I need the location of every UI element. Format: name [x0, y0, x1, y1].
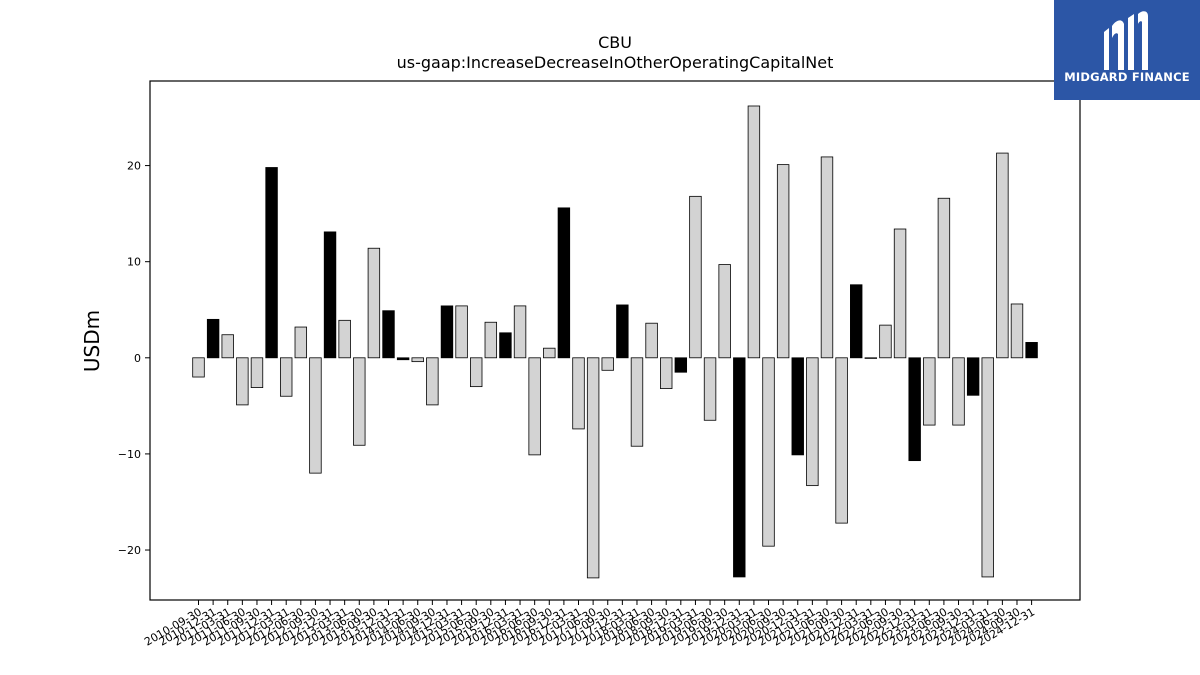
- bar: [879, 324, 892, 359]
- bar: [426, 357, 439, 406]
- bar: [338, 319, 351, 359]
- plot-area: −20−10010202010-09-302010-12-312011-03-3…: [118, 105, 1038, 649]
- bar: [718, 264, 731, 359]
- bar: [499, 332, 512, 359]
- bar: [645, 322, 658, 359]
- bar: [820, 156, 834, 359]
- bar: [265, 167, 278, 359]
- bar: [192, 357, 205, 378]
- chart-subtitle: us-gaap:IncreaseDecreaseInOtherOperating…: [397, 53, 834, 72]
- bar: [806, 357, 819, 487]
- bar: [893, 228, 907, 359]
- y-tick-label: −20: [118, 544, 141, 557]
- bar: [850, 284, 863, 359]
- bar: [382, 310, 395, 359]
- bar: [952, 357, 965, 426]
- bar: [747, 105, 761, 359]
- bar: [908, 357, 921, 462]
- bar: [513, 305, 527, 359]
- bar: [557, 207, 571, 359]
- bar: [981, 357, 994, 578]
- bar: [294, 326, 308, 359]
- bar: [469, 357, 483, 388]
- bar: [923, 357, 936, 426]
- bar: [674, 357, 688, 373]
- bar: [1010, 303, 1024, 359]
- bar: [528, 357, 541, 456]
- bar: [353, 357, 366, 446]
- bar: [411, 357, 424, 363]
- plot-frame: [149, 80, 1081, 601]
- bar: [689, 195, 702, 359]
- y-tick-label: 20: [127, 160, 141, 173]
- bar: [206, 318, 220, 359]
- bar: [630, 357, 644, 447]
- bar: [309, 357, 322, 474]
- bar: [367, 247, 381, 359]
- bar: [1025, 342, 1038, 359]
- bar: [543, 347, 556, 359]
- bar: [864, 357, 878, 359]
- chart-title: CBU: [598, 33, 632, 52]
- bar: [236, 357, 249, 406]
- bar: [323, 231, 337, 359]
- y-axis-title: USDm: [80, 310, 104, 372]
- bar: [455, 305, 468, 359]
- bar: [440, 305, 454, 359]
- bar: [776, 164, 790, 359]
- bar: [616, 304, 629, 359]
- y-tick-label: 0: [134, 352, 141, 365]
- bar: [660, 357, 673, 389]
- bar: [791, 357, 804, 456]
- brand-logo: MIDGARD FINANCE: [1054, 0, 1200, 100]
- bar: [396, 357, 410, 361]
- bar: [733, 357, 746, 578]
- bar: [279, 357, 293, 397]
- bar: [601, 357, 614, 371]
- bar: [937, 197, 951, 359]
- bar: [484, 321, 498, 359]
- bar: [250, 357, 264, 388]
- bar: [966, 357, 980, 396]
- y-tick-label: −10: [118, 448, 141, 461]
- bar: [703, 357, 717, 421]
- y-tick-label: 10: [127, 256, 141, 269]
- bar: [586, 357, 600, 579]
- bar: [835, 357, 848, 524]
- bar: [762, 357, 775, 547]
- brand-name: MIDGARD FINANCE: [1064, 70, 1190, 84]
- bar: [996, 152, 1009, 359]
- bar: [572, 357, 585, 430]
- bar: [221, 334, 234, 359]
